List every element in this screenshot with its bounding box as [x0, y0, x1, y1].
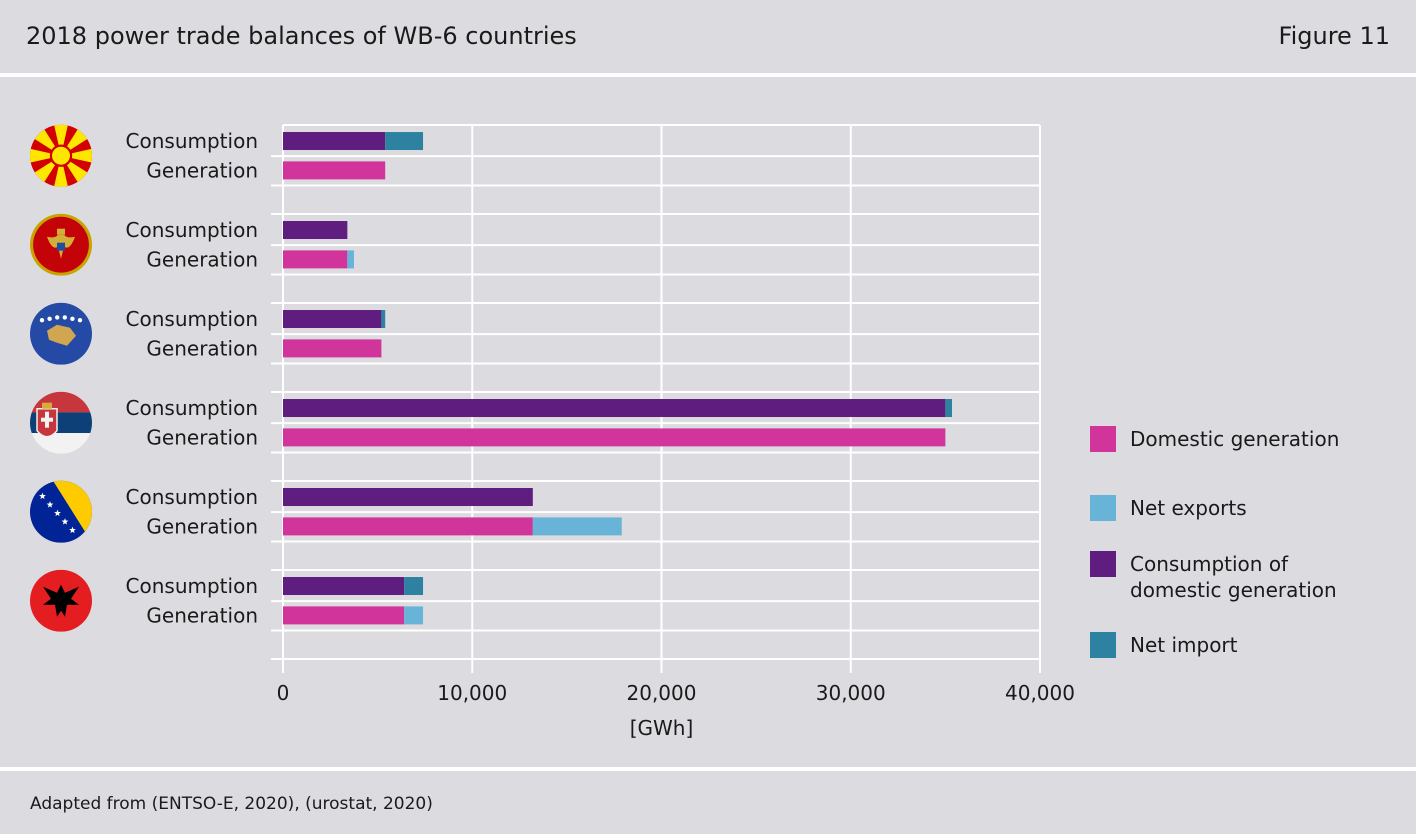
- row-label-consumption: Consumption: [126, 485, 258, 509]
- row-label-consumption: Consumption: [126, 218, 258, 242]
- page-title: 2018 power trade balances of WB-6 countr…: [26, 22, 577, 50]
- flag-map: [47, 324, 76, 346]
- flag-crown: [57, 228, 65, 235]
- flag-north-macedonia-icon: [30, 124, 92, 187]
- flag-ray: [50, 155, 72, 187]
- bar-net-import: [385, 132, 424, 151]
- bar-consumption-domestic: [283, 577, 405, 596]
- flag-montenegro-icon: [30, 213, 92, 276]
- bar-domestic-generation: [283, 428, 946, 447]
- flag-star: [55, 315, 60, 320]
- flag-bosnia-and-herzegovina-icon: [30, 480, 92, 543]
- flag-star: [31, 484, 39, 491]
- source-note: Adapted from (ENTSO-E, 2020), (urostat, …: [30, 794, 433, 814]
- flag-ray: [50, 124, 72, 156]
- flag-body: [30, 391, 92, 454]
- flag-star: [70, 316, 75, 322]
- x-tick-label: 10,000: [437, 681, 507, 705]
- row-label-generation: Generation: [146, 603, 258, 627]
- flag-star: [39, 318, 45, 323]
- row-label-generation: Generation: [146, 158, 258, 182]
- row-label-generation: Generation: [146, 425, 258, 449]
- flag-cross-h: [41, 417, 53, 422]
- bar-net-import: [381, 310, 386, 329]
- flag-sun: [52, 146, 70, 165]
- legend-label-domestic-generation: Domestic generation: [1130, 427, 1340, 451]
- bottom-divider: [0, 767, 1416, 771]
- bar-consumption-domestic: [283, 132, 386, 151]
- flag-stripe-white: [30, 433, 92, 454]
- row-label-generation: Generation: [146, 514, 258, 538]
- flag-star: [62, 315, 67, 320]
- bar-net-import: [404, 577, 424, 596]
- flag-eagle: [43, 584, 79, 617]
- bar-consumption-domestic: [283, 310, 382, 329]
- flag-crown: [42, 402, 52, 409]
- legend-swatch-net-exports: [1090, 495, 1116, 521]
- bar-net-import: [945, 399, 952, 418]
- bar-net-exports: [404, 606, 424, 625]
- header: 2018 power trade balances of WB-6 countr…: [0, 0, 1416, 74]
- flag-star: [54, 509, 61, 517]
- top-divider: [0, 73, 1416, 77]
- flag-shield: [57, 242, 65, 251]
- bar-consumption-domestic: [283, 488, 533, 507]
- flag-serbia-icon: [30, 391, 92, 454]
- row-label-consumption: Consumption: [126, 307, 258, 331]
- legend-label-net-exports: Net exports: [1130, 496, 1247, 520]
- row-label-consumption: Consumption: [126, 396, 258, 420]
- bar-domestic-generation: [283, 250, 348, 269]
- x-tick-label: 20,000: [627, 681, 697, 705]
- flag-albania-icon: [30, 569, 92, 632]
- x-tick-label: 0: [277, 681, 290, 705]
- legend-swatch-consumption-domestic: [1090, 551, 1116, 577]
- flag-ray: [30, 145, 61, 166]
- flag-body: [30, 302, 92, 365]
- bar-domestic-generation: [283, 339, 382, 358]
- legend-label-net-import: Net import: [1130, 633, 1238, 657]
- bar-net-exports: [532, 517, 622, 536]
- flag-body: [30, 213, 92, 276]
- x-tick-label: 30,000: [816, 681, 886, 705]
- legend-label-consumption-domestic: Consumption of domestic generation: [1130, 552, 1337, 602]
- bar-consumption-domestic: [283, 221, 348, 240]
- flag-star: [47, 316, 52, 322]
- legend-swatch-domestic-generation: [1090, 426, 1116, 452]
- x-axis-label: [GWh]: [630, 716, 694, 740]
- x-tick-label: 40,000: [1005, 681, 1075, 705]
- row-label-generation: Generation: [146, 247, 258, 271]
- figure-number: Figure 11: [1278, 22, 1390, 50]
- row-label-generation: Generation: [146, 336, 258, 360]
- flag-star: [39, 492, 46, 500]
- row-label-consumption: Consumption: [126, 574, 258, 598]
- bar-consumption-domestic: [283, 399, 946, 418]
- flag-star: [69, 526, 76, 534]
- row-label-consumption: Consumption: [126, 129, 258, 153]
- flag-star: [77, 318, 83, 323]
- flag-body: [30, 569, 92, 632]
- flag-star: [61, 518, 69, 525]
- bar-domestic-generation: [283, 517, 533, 536]
- flag-kosovo-icon: [30, 302, 92, 365]
- flag-body: [30, 124, 92, 187]
- flag-ray: [61, 145, 92, 166]
- flag-star: [46, 501, 54, 508]
- flag-body: [30, 480, 92, 543]
- bar-domestic-generation: [283, 606, 405, 625]
- legend-swatch-net-import: [1090, 632, 1116, 658]
- bar-net-exports: [347, 250, 354, 269]
- flag-triangle: [53, 480, 92, 543]
- bar-domestic-generation: [283, 161, 386, 180]
